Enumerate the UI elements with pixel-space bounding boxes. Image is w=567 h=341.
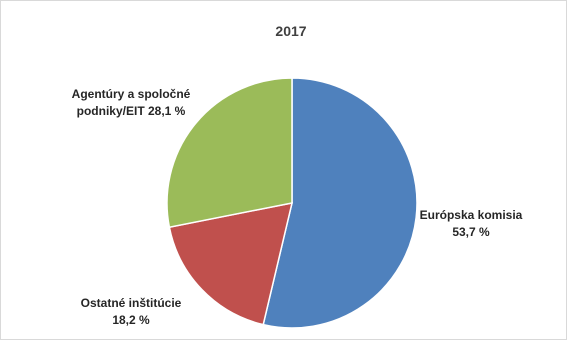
- slice-label-line: 53,7 %: [452, 225, 490, 239]
- slice-agentury: [166, 77, 293, 229]
- slice-europska-komisia-label: Európska komisia 53,7 %: [420, 208, 523, 239]
- slice-labels: Európska komisia 53,7 % Ostatné inštitúcie…: [72, 87, 523, 327]
- slice-label-line: podniky/EIT 28,1 %: [77, 104, 186, 118]
- slice-agentury-label: Agentúry a spoločné podniky/EIT 28,1 %: [72, 87, 191, 118]
- pie-slices: [166, 77, 418, 329]
- chart-title: 2017: [275, 23, 306, 39]
- slice-label-line: Agentúry a spoločné: [72, 87, 191, 101]
- slice-ostatne-institucie: [168, 202, 293, 326]
- slice-ostatne-institucie-label: Ostatné inštitúcie 18,2 %: [81, 296, 182, 327]
- slice-europska-komisia: [262, 77, 418, 329]
- slice-label-line: Ostatné inštitúcie: [81, 296, 182, 310]
- slice-label-line: 18,2 %: [112, 313, 150, 327]
- slice-label-line: Európska komisia: [420, 208, 523, 222]
